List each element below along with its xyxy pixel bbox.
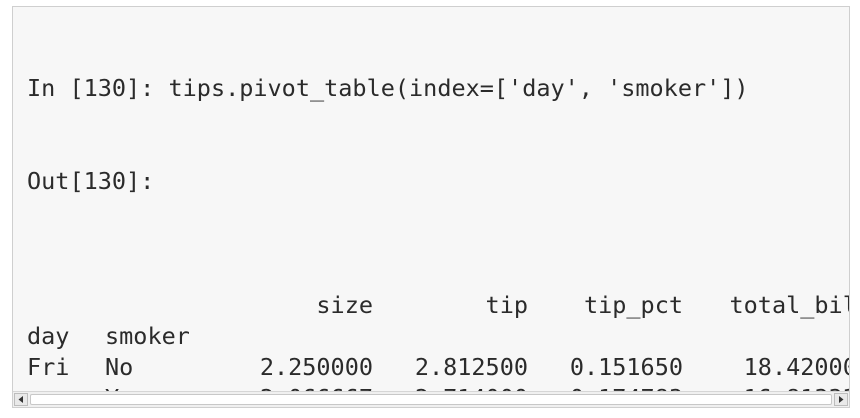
cell-tip: 2.812500 bbox=[414, 353, 528, 381]
in-prompt: In [130]: bbox=[27, 74, 155, 102]
scrollbar-thumb[interactable] bbox=[30, 394, 832, 405]
column-header-tip: tip bbox=[485, 291, 528, 319]
row-day: Fri bbox=[27, 353, 70, 381]
header-spacer bbox=[105, 290, 193, 321]
triangle-right-icon bbox=[839, 396, 844, 403]
column-header-tip-pct: tip_pct bbox=[583, 291, 683, 319]
cell-size: 2.250000 bbox=[259, 353, 373, 381]
column-header-size: size bbox=[316, 291, 373, 319]
index-name-day: day bbox=[27, 322, 70, 350]
scroll-right-button[interactable] bbox=[834, 393, 848, 406]
input-line: In [130]: tips.pivot_table(index=['day',… bbox=[27, 73, 849, 104]
cell-total-bill: 18.420000 bbox=[743, 353, 849, 381]
cell-tip-pct: 0.151650 bbox=[569, 353, 683, 381]
scroll-left-button[interactable] bbox=[14, 393, 28, 406]
out-prompt: Out[130]: bbox=[27, 167, 155, 195]
code-text[interactable]: tips.pivot_table(index=['day', 'smoker']… bbox=[168, 74, 749, 102]
code-output-frame: In [130]: tips.pivot_table(index=['day',… bbox=[12, 6, 850, 408]
index-name-smoker: smoker bbox=[105, 322, 190, 350]
column-header-total-bill: total_bill bbox=[729, 291, 849, 319]
notebook-cell: In [130]: tips.pivot_table(index=['day',… bbox=[27, 11, 849, 407]
triangle-left-icon bbox=[18, 396, 23, 403]
horizontal-scrollbar[interactable] bbox=[13, 391, 849, 407]
header-spacer bbox=[27, 290, 105, 321]
row-smoker: No bbox=[105, 353, 134, 381]
